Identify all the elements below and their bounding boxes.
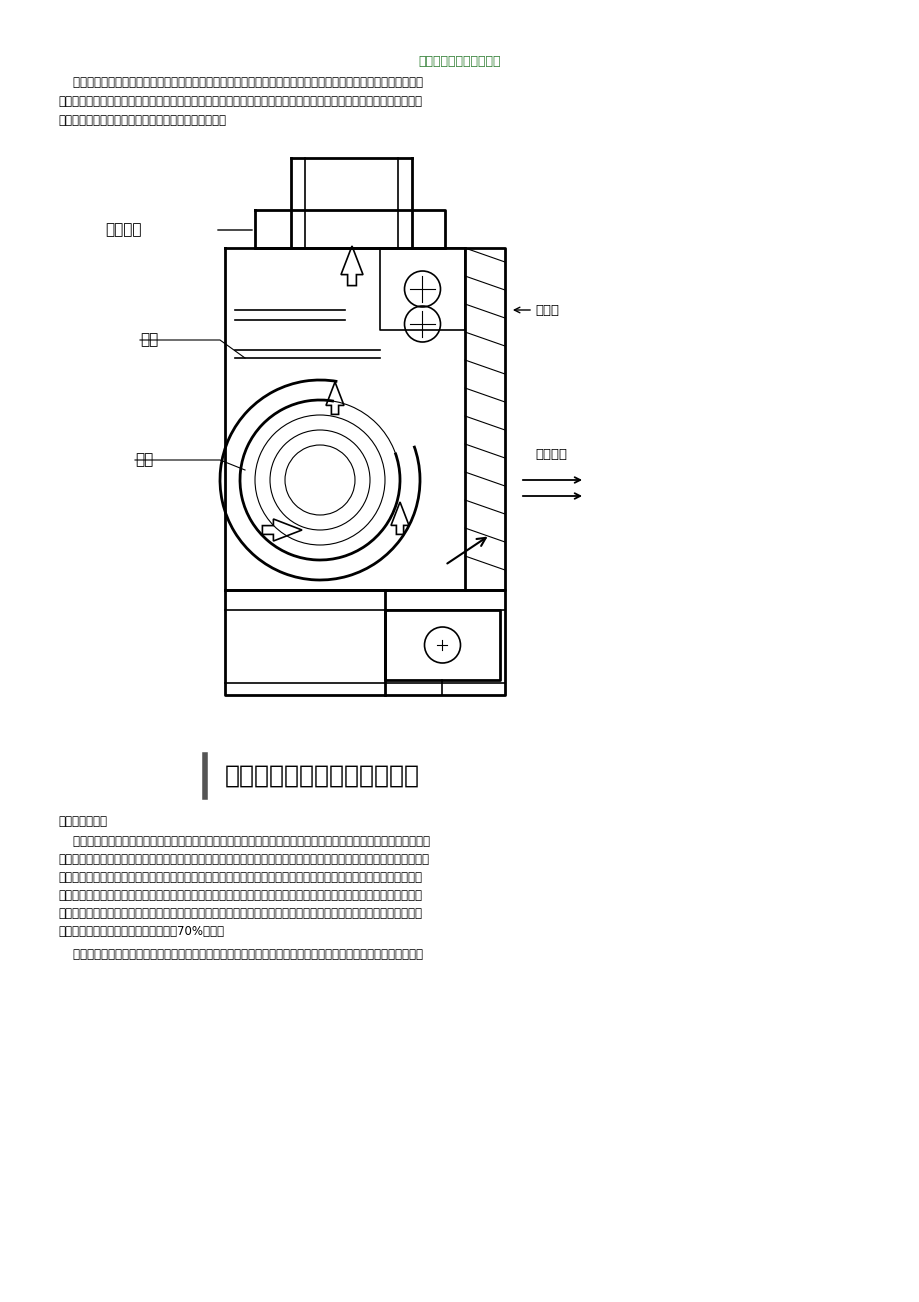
Text: 水帘漆雾处理系统工作原理图: 水帘漆雾处理系统工作原理图 — [225, 764, 420, 788]
Text: 搭排风机: 搭排风机 — [105, 223, 142, 237]
Text: 在喷漆房的喷漆过程中，产生废气是不可避免的，既污染环境又损害人体健康，所以对这些废气进行处理是必不可: 在喷漆房的喷漆过程中，产生废气是不可避免的，既污染环境又损害人体健康，所以对这些… — [58, 76, 423, 89]
Text: 溢水槽溢流到泛水板上形成水幕，流回水幕。在此过程中使漆雾结成漆块，从而吸附去除油漆颗粒物。经调查，水帘漆: 溢水槽溢流到泛水板上形成水幕，流回水幕。在此过程中使漆雾结成漆块，从而吸附去除油… — [58, 907, 422, 921]
Text: 拿无泵水幕喷漆室为例，该无泵水幕喷漆室采用空气诱导提水形成循环水幕。工人面对水帘对工件表面进行喷漆操作时，: 拿无泵水幕喷漆室为例，该无泵水幕喷漆室采用空气诱导提水形成循环水幕。工人面对水帘… — [58, 853, 428, 866]
Text: 降低，气水分离，空气通过挡水板后，被风机抽入活性炭吸附装置中；而被分离的水在集气箱汇集后流入溢水槽，水从: 降低，气水分离，空气通过挡水板后，被风机抽入活性炭吸附装置中；而被分离的水在集气… — [58, 889, 422, 902]
Text: 一、水喷雾法：: 一、水喷雾法： — [58, 815, 107, 828]
Text: 法、吸附法。其中，最常采用的是水喷雾法和吸附法。: 法、吸附法。其中，最常采用的是水喷雾法和吸附法。 — [58, 115, 226, 128]
Text: 水喷雾法应用广泛，其原理是通过水喷洒在废气排放，水溶性或大颗粒沉降，实现污染物、洁净的气体分离的目的。: 水喷雾法应用广泛，其原理是通过水喷洒在废气排放，水溶性或大颗粒沉降，实现污染物、… — [58, 835, 429, 848]
Text: 气流方向: 气流方向 — [535, 448, 566, 461]
Text: 雾处理系统对油漆颗粒物的去除效率为70%左右。: 雾处理系统对油漆颗粒物的去除效率为70%左右。 — [58, 924, 223, 937]
Text: 水帘: 水帘 — [140, 332, 158, 348]
Text: 少的，喷漆房中的废气处理方式主要有以下几种：断绝法、水喷雾法、燃烧法、吸取法、冷凝法、等离子低温催化氧化: 少的，喷漆房中的废气处理方式主要有以下几种：断绝法、水喷雾法、燃烧法、吸取法、冷… — [58, 95, 422, 108]
Text: 含有漆雾的空气在与水幕撞击后，穿过水帘进入气水通道，与通道里的水产生强烈的混合，当进入集气箱后，流速突然: 含有漆雾的空气在与水幕撞击后，穿过水帘进入气水通道，与通道里的水产生强烈的混合，… — [58, 871, 422, 884]
Text: 水帘漆雾处理系统处理后的喷漆废气中还含有大量颗粒物，为防止堵塞后续活性炭净化设施，需在喷漆室顶安装吸: 水帘漆雾处理系统处理后的喷漆废气中还含有大量颗粒物，为防止堵塞后续活性炭净化设施… — [58, 948, 423, 961]
Text: 蜗壳: 蜗壳 — [135, 453, 153, 467]
Text: 水幕板: 水幕板 — [535, 303, 559, 316]
Text: 喷漆房废气处理方式介绍: 喷漆房废气处理方式介绍 — [418, 55, 501, 68]
